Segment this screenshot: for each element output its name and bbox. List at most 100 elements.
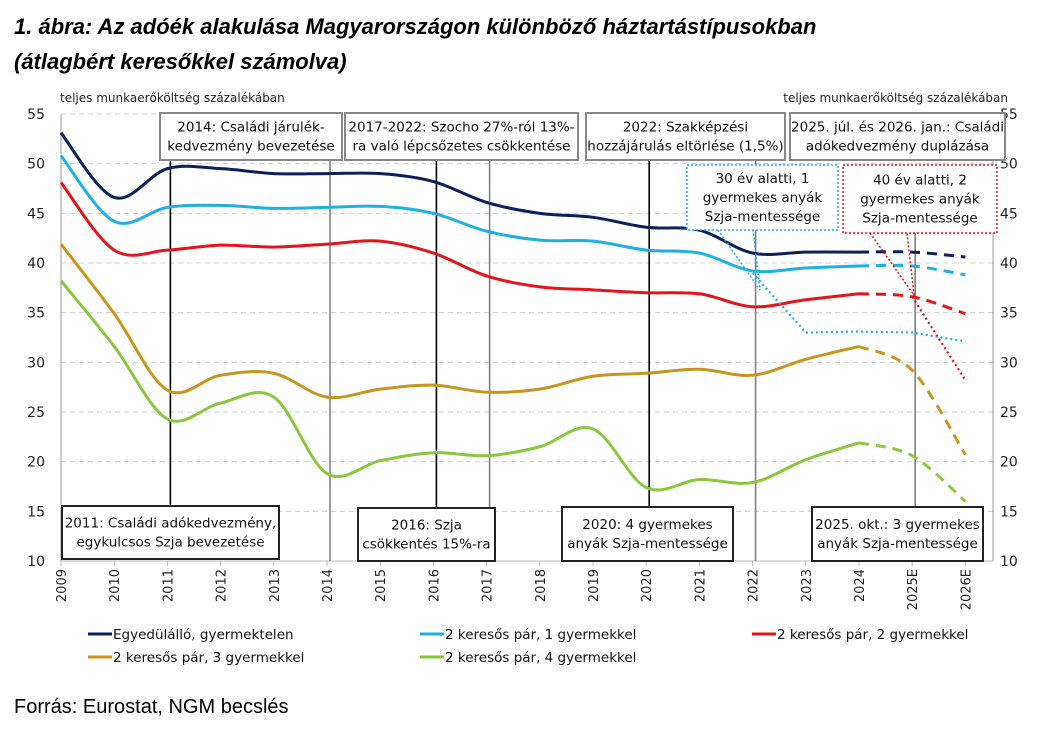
series-forecast-line-5 (858, 441, 967, 503)
annotation-text: 2020: 4 gyermekes (582, 517, 712, 533)
y-tick-left: 50 (27, 157, 45, 173)
legend-label-1: Egyedülálló, gyermektelen (113, 627, 294, 643)
y-tick-left: 10 (27, 554, 45, 570)
y-tick-right: 40 (1000, 256, 1018, 272)
dotted-scenario-line-2 (911, 296, 967, 381)
x-tick-label: 2025E (906, 569, 921, 610)
series-forecast-line-4 (858, 345, 967, 456)
y-tick-left: 15 (27, 504, 45, 520)
annotation-text: hozzájárulás eltörlése (1,5%) (587, 139, 783, 155)
annotation-a2022: 2022: Szakképzési hozzájárulás eltörlése … (585, 112, 786, 161)
annotation-box (561, 506, 734, 562)
y-tick-left: 25 (27, 405, 45, 421)
y-tick-left: 40 (27, 256, 45, 272)
annotation-a2017: 2017-2022: Szocho 27%-ról 13%- ra való lé… (344, 112, 579, 161)
annotation-box (357, 507, 496, 562)
y-tick-left: 55 (27, 107, 45, 123)
y-tick-left: 30 (27, 355, 45, 371)
annotation-text: 2011: Családi adókedvezmény, (65, 516, 277, 532)
annotation-box (842, 164, 998, 234)
annotation-text: 2017-2022: Szocho 27%-ról 13%- (348, 120, 574, 136)
annotation-text: gyermekes anyák (703, 190, 823, 206)
x-tick-label: 2021 (693, 569, 708, 602)
annotation-text: csökkentés 15%-ra (362, 537, 490, 553)
x-tick-label: 2010 (108, 569, 123, 602)
x-tick-label: 2013 (268, 569, 283, 602)
legend-label-2: 2 keresős pár, 1 gyermekkel (445, 627, 636, 643)
annotation-text: 2025. okt.: 3 gyermekes (815, 517, 980, 533)
series-forecast-line-1 (858, 250, 966, 259)
y-tick-right: 45 (1000, 206, 1018, 222)
x-tick-label: 2026E (959, 569, 974, 610)
series-forecast-line-2 (858, 263, 966, 277)
y-tick-right: 10 (1000, 554, 1018, 570)
x-tick-label: 2017 (481, 569, 496, 602)
x-tick-label: 2022 (747, 569, 762, 602)
annotation-a2020: 2020: 4 gyermekes anyák Szja-mentessége (561, 506, 734, 562)
x-tick-label: 2012 (215, 569, 230, 602)
y-axis-label-right: teljes munkaerőköltség százalékában (783, 91, 1008, 105)
annotation-text: 2016: Szja (391, 518, 462, 534)
annotation-text: Szja-mentessége (705, 209, 820, 225)
x-tick-label: 2016 (427, 569, 442, 602)
x-tick-label: 2024 (853, 569, 868, 602)
annotation-box (344, 112, 579, 161)
annotation-text: Szja-mentessége (862, 211, 977, 227)
y-tick-left: 20 (27, 455, 45, 471)
y-tick-right: 30 (1000, 355, 1018, 371)
y-tick-right: 20 (1000, 455, 1018, 471)
annotation-text: gyermekes anyák (860, 192, 980, 208)
y-tick-right: 15 (1000, 504, 1018, 520)
x-tick-label: 2023 (800, 569, 815, 602)
series-forecast-line-3 (858, 292, 966, 316)
annotation-text: 30 év alatti, 1 (716, 171, 810, 187)
series-line-3 (59, 181, 860, 309)
annotation-text: adókedvezmény duplázása (806, 139, 989, 155)
series-line-4 (59, 243, 860, 400)
annotation-text: anyák Szja-mentessége (817, 536, 978, 552)
legend-label-5: 2 keresős pár, 4 gyermekkel (445, 650, 636, 666)
annotation-text: 2014: Családi járulék- (177, 120, 325, 136)
annotation-box (686, 164, 839, 231)
x-tick-label: 2020 (640, 569, 655, 602)
series-line-2 (59, 154, 860, 274)
x-tick-label: 2011 (161, 569, 176, 602)
source-note: Forrás: Eurostat, NGM becslés (14, 696, 289, 718)
x-tick-label: 2014 (321, 569, 336, 602)
callout-pointer-30 (717, 229, 761, 291)
annotation-box (159, 112, 343, 161)
annotation-text: 2022: Szakképzési (623, 120, 748, 136)
annotation-box (811, 506, 984, 562)
series-line-5 (59, 279, 860, 492)
annotation-text: 40 év alatti, 2 (873, 173, 967, 189)
annotation-a2011: 2011: Családi adókedvezmény, egykulcsos S… (61, 505, 280, 560)
y-tick-left: 35 (27, 306, 45, 322)
y-tick-right: 25 (1000, 405, 1018, 421)
x-tick-label: 2009 (55, 569, 70, 602)
annotation-text: egykulcsos Szja bevezetése (76, 535, 264, 551)
callout-pointer-40 (869, 232, 915, 296)
annotation-a2025: 2025. júl. és 2026. jan.: Családi adókedv… (789, 112, 1006, 161)
annotation-a2016: 2016: Szja csökkentés 15%-ra (357, 507, 496, 562)
annotation-box (61, 505, 280, 560)
legend-label-4: 2 keresős pár, 3 gyermekkel (113, 650, 304, 666)
annotation-box (585, 112, 786, 161)
chart-title-line2: (átlagbért keresőkkel számolva) (14, 49, 347, 74)
annotation-text: kedvezmény bevezetése (167, 139, 334, 155)
x-tick-label: 2015 (374, 569, 389, 602)
annotation-text: ra való lépcsőzetes csökkentése (352, 139, 570, 155)
annotation-a2025okt: 2025. okt.: 3 gyermekes anyák Szja-mentes… (811, 506, 984, 562)
y-tick-right: 35 (1000, 306, 1018, 322)
annotation-a30: 30 év alatti, 1 gyermekes anyák Szja-mente… (686, 164, 839, 231)
x-tick-label: 2019 (587, 569, 602, 602)
legend-label-3: 2 keresős pár, 2 gyermekkel (777, 627, 968, 643)
y-axis-label-left: teljes munkaerőköltség százalékában (60, 91, 285, 105)
annotation-text: 2025. júl. és 2026. jan.: Családi (791, 120, 1004, 136)
x-tick-label: 2018 (534, 569, 549, 602)
annotation-box (789, 112, 1006, 161)
y-tick-left: 45 (27, 206, 45, 222)
annotation-a40: 40 év alatti, 2 gyermekes anyák Szja-mente… (842, 164, 998, 234)
series-line-1 (59, 131, 860, 256)
